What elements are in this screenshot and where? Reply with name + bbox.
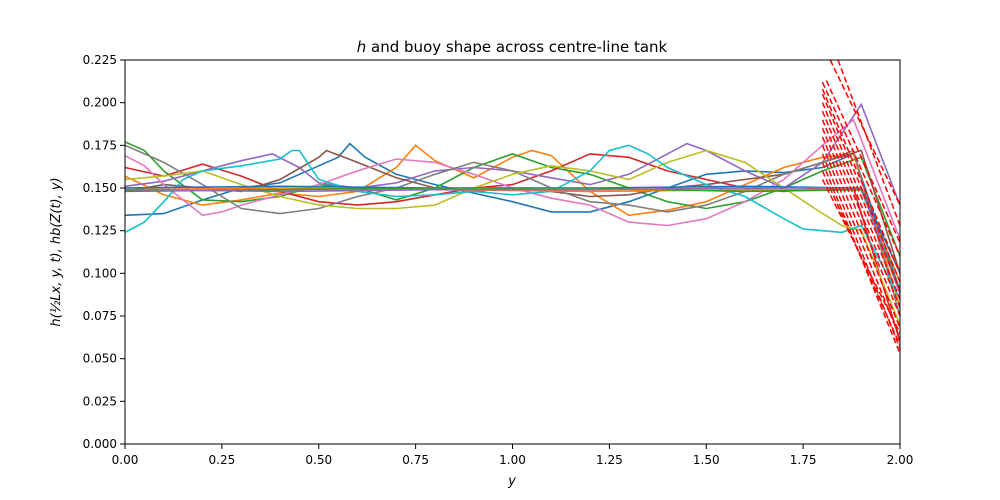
buoy-shape-line-8 — [821, 145, 901, 339]
x-tick-label-1: 0.25 — [209, 453, 236, 467]
buoy-shape-line-11 — [821, 170, 901, 346]
y-tick-label-8: 0.200 — [83, 96, 117, 110]
x-tick-label-8: 2.00 — [887, 453, 914, 467]
y-tick-label-9: 0.225 — [83, 53, 117, 67]
y-tick-label-5: 0.125 — [83, 224, 117, 238]
plot-frame — [124, 59, 901, 445]
buoy-shape-line-15 — [825, 80, 901, 243]
buoy-shape-line-12 — [821, 179, 901, 334]
buoy-shape-line-7 — [821, 136, 901, 329]
y-tick-label-0: 0.000 — [83, 437, 117, 451]
series-line-3 — [124, 153, 901, 342]
chart-title-text: and buoy shape across centre-line tank — [366, 38, 667, 56]
series-line-13 — [124, 187, 901, 295]
x-axis: 0.00 0.25 0.50 0.75 1.00 1.25 1.50 1.75 2.00 — [112, 444, 914, 467]
x-tick-label-3: 0.75 — [402, 453, 429, 467]
series-line-2 — [124, 141, 901, 257]
chart-title: h and buoy shape across centre-line tank — [357, 38, 668, 56]
series-line-9 — [124, 144, 901, 300]
x-tick-label-2: 0.50 — [305, 453, 332, 467]
series-line-6 — [124, 118, 901, 240]
series-line-1 — [124, 144, 901, 308]
x-axis-label: y — [507, 474, 516, 489]
y-tick-label-3: 0.075 — [83, 309, 117, 323]
chart-title-symbol: h — [357, 38, 367, 56]
buoy-shape-line-5 — [821, 119, 901, 308]
y-tick-label-2: 0.050 — [83, 352, 117, 366]
series-line-12 — [124, 187, 901, 291]
x-tick-label-4: 1.00 — [499, 453, 526, 467]
series-line-7 — [124, 144, 901, 317]
x-tick-label-7: 1.75 — [790, 453, 817, 467]
x-tick-label-5: 1.25 — [596, 453, 623, 467]
y-tick-label-1: 0.025 — [83, 394, 117, 408]
y-axis-label: h(½Lx, y, t), hb(Z(t), y) — [49, 177, 64, 326]
buoy-shape-line-2 — [821, 93, 901, 283]
buoy-shape-line-1 — [821, 88, 901, 274]
buoy-shape-line-0 — [821, 81, 901, 257]
y-axis: 0.000 0.025 0.050 0.075 0.100 0.125 0.150 0.175… — [83, 53, 125, 451]
buoy-shape-line-4 — [821, 110, 901, 300]
y-tick-label-6: 0.150 — [83, 181, 117, 195]
buoy-shape-line-6 — [821, 127, 901, 317]
y-tick-label-4: 0.100 — [83, 266, 117, 280]
x-tick-label-0: 0.00 — [112, 453, 139, 467]
series-line-5 — [124, 149, 901, 274]
plot-area — [124, 59, 901, 354]
x-tick-label-6: 1.50 — [693, 453, 720, 467]
y-tick-label-7: 0.175 — [83, 138, 117, 152]
buoy-shape-line-3 — [821, 102, 901, 291]
buoy-shape-line-14 — [837, 59, 901, 226]
